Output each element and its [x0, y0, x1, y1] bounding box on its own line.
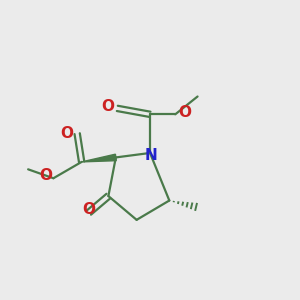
Text: O: O — [178, 105, 191, 120]
Text: O: O — [61, 126, 74, 141]
Text: O: O — [101, 99, 114, 114]
Text: O: O — [82, 202, 96, 217]
Polygon shape — [82, 154, 116, 162]
Text: O: O — [39, 168, 52, 183]
Text: N: N — [145, 148, 157, 164]
